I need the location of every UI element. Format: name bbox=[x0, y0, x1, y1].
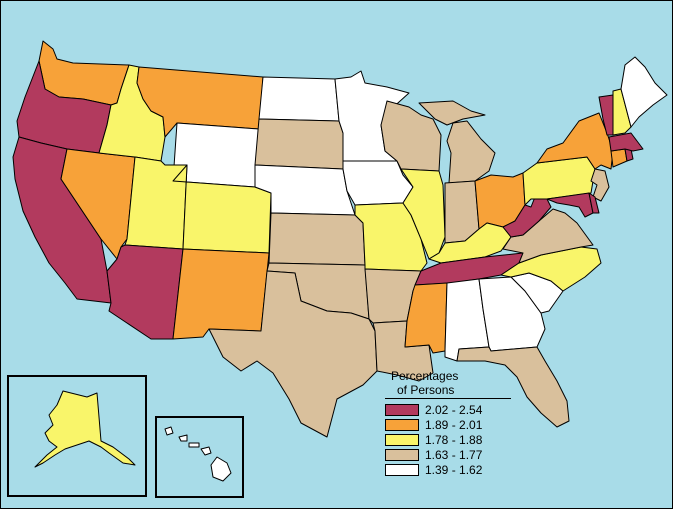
state-ms[interactable] bbox=[404, 282, 448, 354]
state-ks[interactable] bbox=[268, 212, 366, 266]
legend-label: 1.89 - 2.01 bbox=[425, 417, 483, 432]
legend-label: 1.63 - 1.77 bbox=[425, 447, 483, 462]
state-tx[interactable] bbox=[208, 270, 378, 438]
legend-swatch bbox=[385, 418, 419, 431]
legend-swatch bbox=[385, 463, 419, 476]
state-hi[interactable] bbox=[210, 456, 232, 482]
legend: Percentages of Persons 2.02 - 2.54 1.89 … bbox=[385, 369, 525, 477]
legend-title-line1: Percentages bbox=[391, 369, 459, 383]
legend-item: 1.89 - 2.01 bbox=[385, 417, 525, 432]
state-ak[interactable] bbox=[34, 390, 136, 468]
state-vt[interactable] bbox=[598, 94, 614, 136]
legend-item: 1.78 - 1.88 bbox=[385, 432, 525, 447]
legend-swatch bbox=[385, 403, 419, 416]
state-ut[interactable] bbox=[124, 156, 188, 250]
legend-swatch bbox=[385, 433, 419, 446]
state-nd[interactable] bbox=[258, 76, 340, 122]
legend-divider bbox=[385, 398, 511, 399]
state-nj[interactable] bbox=[590, 168, 610, 202]
legend-swatch bbox=[385, 448, 419, 461]
legend-label: 1.39 - 1.62 bbox=[425, 462, 483, 477]
state-fl[interactable] bbox=[456, 346, 570, 428]
legend-title: Percentages of Persons bbox=[385, 369, 525, 397]
state-ct[interactable] bbox=[610, 148, 628, 168]
hi-oahu[interactable] bbox=[178, 434, 188, 442]
legend-item: 1.63 - 1.77 bbox=[385, 447, 525, 462]
legend-title-line2: of Persons bbox=[397, 383, 455, 397]
hi-maui[interactable] bbox=[200, 446, 212, 456]
state-me[interactable] bbox=[620, 56, 668, 128]
state-nh[interactable] bbox=[612, 88, 632, 136]
legend-item: 1.39 - 1.62 bbox=[385, 462, 525, 477]
state-ma[interactable] bbox=[608, 132, 644, 152]
state-mi[interactable] bbox=[418, 100, 496, 184]
hi-kauai[interactable] bbox=[164, 426, 174, 436]
state-de[interactable] bbox=[588, 192, 600, 214]
legend-item: 2.02 - 2.54 bbox=[385, 402, 525, 417]
hawaii-islands bbox=[164, 426, 232, 482]
state-az[interactable] bbox=[106, 244, 184, 340]
state-sd[interactable] bbox=[254, 118, 344, 170]
legend-label: 2.02 - 2.54 bbox=[425, 402, 483, 417]
state-nm[interactable] bbox=[172, 248, 270, 340]
hi-molokai[interactable] bbox=[188, 442, 200, 448]
legend-label: 1.78 - 1.88 bbox=[425, 432, 483, 447]
